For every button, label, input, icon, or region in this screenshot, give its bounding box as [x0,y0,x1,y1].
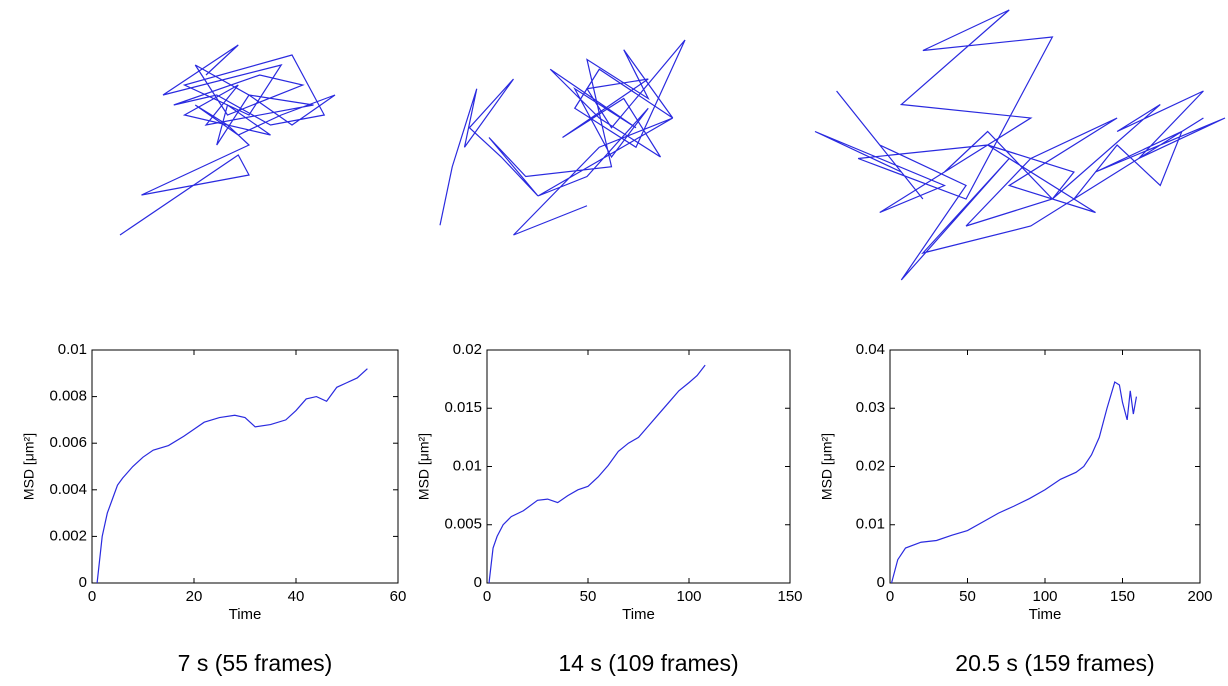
axes-box [91,349,399,584]
x-axis-label: Time [229,606,262,623]
y-tick-label: 0.02 [453,341,482,358]
x-tick-label: 200 [1187,588,1212,605]
y-tick-label: 0.04 [856,341,885,358]
y-tick-label: 0.01 [58,341,87,358]
axes-box [889,349,1201,584]
caption: 7 s (55 frames) [178,650,333,676]
msd-line [96,368,368,584]
caption: 14 s (109 frames) [558,650,738,676]
trajectory-line [814,9,1226,281]
msd-line [488,364,706,584]
y-tick-label: 0.02 [856,457,885,474]
x-tick-label: 50 [580,588,597,605]
y-axis-label: MSD [μm²] [416,433,432,500]
x-tick-label: 40 [288,588,305,605]
x-tick-label: 0 [483,588,491,605]
x-tick-label: 20 [186,588,203,605]
y-tick-label: 0 [474,574,482,591]
x-tick-label: 150 [1110,588,1135,605]
x-axis-label: Time [1029,606,1062,623]
x-axis-label: Time [622,606,655,623]
y-tick-label: 0 [877,574,885,591]
y-tick-label: 0.006 [49,434,87,451]
x-tick-label: 150 [777,588,802,605]
y-tick-label: 0.002 [49,527,87,544]
y-tick-label: 0 [79,574,87,591]
x-tick-label: 100 [676,588,701,605]
x-tick-label: 0 [88,588,96,605]
y-tick-label: 0.005 [444,516,482,533]
x-tick-label: 0 [886,588,894,605]
msd-line [890,381,1138,584]
axes-box [486,349,791,584]
trajectory-line [119,44,336,236]
y-tick-label: 0.01 [856,516,885,533]
y-axis-label: MSD [μm²] [819,433,835,500]
x-tick-label: 100 [1032,588,1057,605]
y-tick-label: 0.03 [856,399,885,416]
y-axis-label: MSD [μm²] [21,433,37,500]
caption: 20.5 s (159 frames) [955,650,1154,676]
y-tick-label: 0.004 [49,481,87,498]
trajectory-line [439,39,686,236]
y-tick-label: 0.01 [453,457,482,474]
x-tick-label: 60 [390,588,407,605]
x-tick-label: 50 [959,588,976,605]
y-tick-label: 0.008 [49,388,87,405]
y-tick-label: 0.015 [444,399,482,416]
